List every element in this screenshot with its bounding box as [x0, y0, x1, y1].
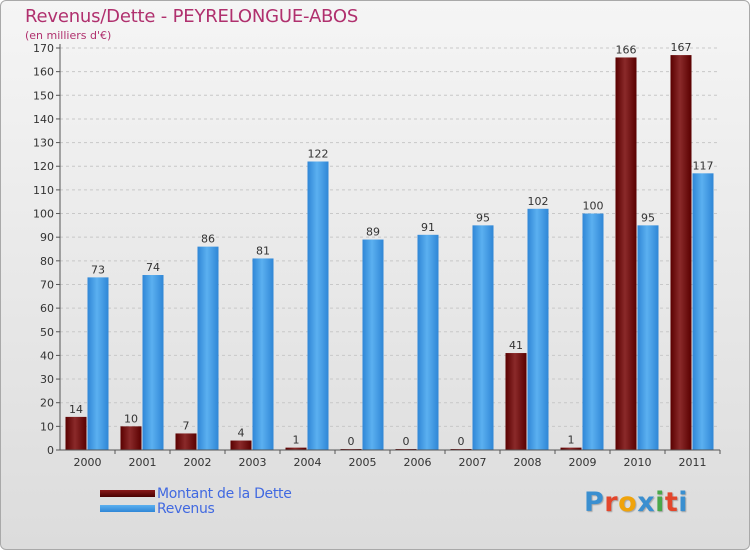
x-tick-label: 2008 [514, 456, 542, 469]
debt-bar [65, 416, 87, 450]
revenue-data-label: 102 [528, 195, 549, 208]
y-tick-label: 160 [33, 66, 54, 79]
proxiti-logo: Proxiti [584, 487, 688, 518]
revenue-bar [307, 161, 329, 450]
revenue-bar [472, 225, 494, 450]
revenue-data-label: 89 [366, 226, 380, 239]
revenue-data-label: 95 [641, 211, 655, 224]
logo-letter: i [678, 487, 689, 518]
debt-data-label: 166 [616, 43, 637, 56]
x-tick-label: 2007 [459, 456, 487, 469]
y-tick-label: 0 [47, 444, 54, 457]
grid [60, 47, 720, 451]
bars [65, 55, 714, 450]
chart-title: Revenus/Dette - PEYRELONGUE-ABOS [25, 6, 359, 27]
debt-bar [560, 447, 582, 450]
debt-data-label: 0 [403, 435, 410, 448]
y-tick-label: 70 [40, 278, 54, 291]
debt-bar [670, 55, 692, 450]
debt-data-label: 1 [293, 434, 300, 447]
debt-data-label: 167 [671, 41, 692, 54]
debt-bar [505, 353, 527, 450]
revenue-bar [142, 275, 164, 450]
y-tick-label: 80 [40, 255, 54, 268]
y-tick-label: 50 [40, 326, 54, 339]
revenue-bar [527, 208, 549, 450]
revenue-data-label: 100 [583, 200, 604, 213]
debt-data-label: 0 [458, 435, 465, 448]
debt-bar [120, 426, 142, 450]
legend-item-revenue: Revenus [100, 500, 292, 517]
x-tick-label: 2001 [129, 456, 157, 469]
legend-label-revenue: Revenus [157, 500, 215, 517]
logo-letter: t [664, 487, 679, 518]
x-tick-label: 2006 [404, 456, 432, 469]
logo-letter: i [655, 487, 665, 518]
x-tick-label: 2003 [239, 456, 267, 469]
axes: 0102030405060708090100110120130140150160… [33, 42, 721, 469]
revenue-bar [197, 246, 219, 450]
debt-data-label: 10 [124, 412, 138, 425]
debt-data-label: 1 [568, 434, 575, 447]
y-tick-label: 10 [40, 420, 54, 433]
debt-bar [285, 447, 307, 450]
y-tick-label: 150 [33, 89, 54, 102]
x-tick-label: 2011 [679, 456, 707, 469]
legend-swatch-revenue [100, 505, 155, 512]
x-tick-label: 2010 [624, 456, 652, 469]
debt-data-label: 14 [69, 403, 83, 416]
debt-data-label: 4 [238, 427, 245, 440]
y-tick-label: 90 [40, 231, 54, 244]
y-tick-label: 100 [33, 208, 54, 221]
y-tick-label: 20 [40, 397, 54, 410]
x-tick-label: 2004 [294, 456, 322, 469]
logo-letter: x [637, 487, 656, 518]
debt-bar [175, 433, 197, 450]
revenue-bar [417, 234, 439, 450]
y-tick-label: 30 [40, 373, 54, 386]
debt-bar [615, 57, 637, 450]
logo-letter: o [618, 487, 638, 518]
legend-label-debt: Montant de la Dette [157, 485, 292, 502]
revenue-data-label: 73 [91, 263, 105, 276]
debt-bar [230, 440, 252, 450]
logo-letter: P [584, 487, 605, 518]
revenue-data-label: 81 [256, 244, 270, 257]
x-tick-label: 2005 [349, 456, 377, 469]
debt-data-label: 0 [348, 435, 355, 448]
legend-item-debt: Montant de la Dette [100, 485, 292, 502]
revenue-data-label: 86 [201, 233, 215, 246]
y-tick-label: 60 [40, 302, 54, 315]
data-labels: 14 73 10 74 7 86 4 81 1 122 0 89 0 91 0 95 41 102 1 100 166 9… [69, 41, 714, 448]
revenue-data-label: 74 [146, 261, 160, 274]
y-tick-label: 130 [33, 137, 54, 150]
chart-subtitle: (en milliers d'€) [25, 29, 112, 42]
y-tick-label: 40 [40, 349, 54, 362]
logo-letter: r [604, 487, 619, 518]
legend: Montant de la Dette Revenus [100, 485, 292, 517]
revenue-bar [362, 239, 384, 450]
revenue-data-label: 95 [476, 211, 490, 224]
revenue-data-label: 91 [421, 221, 435, 234]
revenue-bar [252, 258, 274, 450]
y-tick-label: 170 [33, 42, 54, 55]
x-tick-label: 2000 [74, 456, 102, 469]
revenue-data-label: 122 [308, 148, 329, 161]
revenue-bar [582, 213, 604, 450]
debt-data-label: 41 [509, 339, 523, 352]
x-tick-label: 2002 [184, 456, 212, 469]
y-tick-label: 120 [33, 160, 54, 173]
y-tick-label: 110 [33, 184, 54, 197]
revenue-bar [87, 277, 109, 450]
x-tick-label: 2009 [569, 456, 597, 469]
revenue-bar [692, 173, 714, 450]
legend-swatch-debt [100, 490, 155, 497]
debt-data-label: 7 [183, 419, 190, 432]
y-tick-label: 140 [33, 113, 54, 126]
revenue-data-label: 117 [693, 159, 714, 172]
revenue-bar [637, 225, 659, 450]
